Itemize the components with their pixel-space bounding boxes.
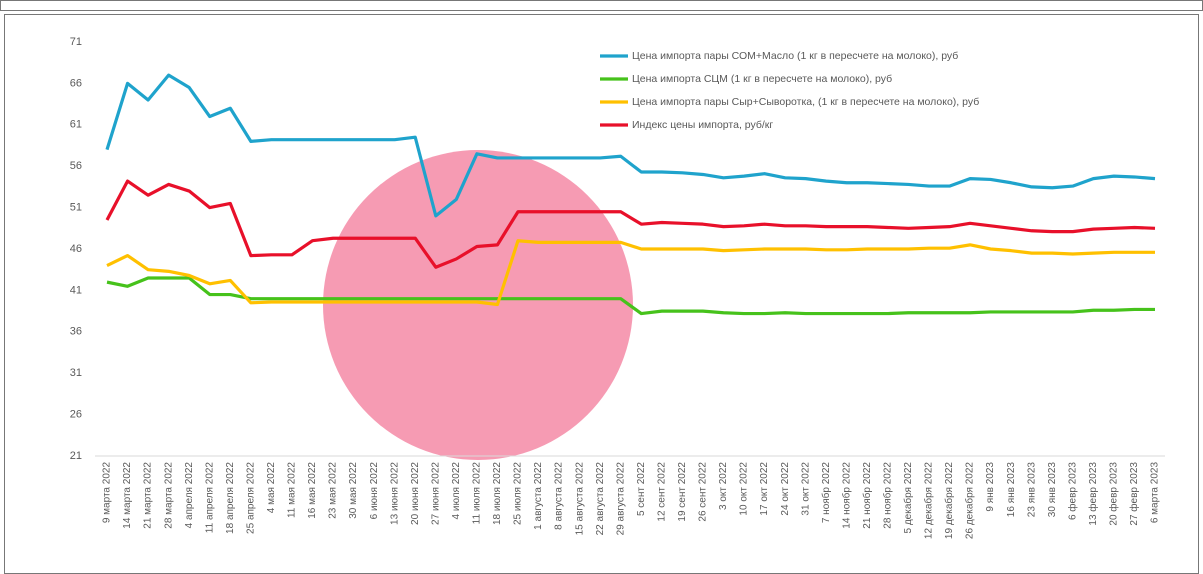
x-tick-label: 9 марта 2022 — [102, 462, 113, 524]
x-tick-label: 21 марта 2022 — [143, 462, 154, 529]
legend-label: Цена импорта СЦМ (1 кг в пересчете на мо… — [632, 73, 892, 85]
x-tick-label: 22 августа 2022 — [595, 462, 606, 536]
x-tick-label: 8 августа 2022 — [554, 462, 565, 530]
x-tick-label: 25 июля 2022 — [513, 462, 524, 525]
y-tick-label: 31 — [70, 367, 82, 379]
x-tick-label: 14 ноябр 2022 — [840, 462, 852, 529]
x-tick-label: 18 апреля 2022 — [225, 462, 236, 534]
x-tick-label: 4 июля 2022 — [451, 462, 462, 520]
x-tick-label: 9 янв 2023 — [985, 462, 996, 512]
y-tick-label: 21 — [70, 450, 82, 462]
x-tick-label: 23 янв 2023 — [1026, 462, 1037, 518]
x-tick-label: 1 августа 2022 — [533, 462, 544, 530]
x-tick-label: 25 апреля 2022 — [245, 462, 256, 534]
x-tick-label: 4 апреля 2022 — [184, 462, 195, 529]
x-tick-label: 30 мая 2022 — [348, 462, 359, 519]
x-tick-label: 11 июля 2022 — [472, 462, 483, 525]
y-tick-label: 41 — [70, 284, 82, 296]
x-tick-label: 6 марта 2023 — [1150, 462, 1161, 524]
x-tick-label: 20 июня 2022 — [410, 462, 421, 525]
x-tick-label: 26 сент 2022 — [698, 462, 709, 522]
x-tick-label: 4 мая 2022 — [266, 462, 277, 514]
x-tick-label: 27 июня 2022 — [430, 462, 441, 525]
x-tick-label: 20 февр 2023 — [1108, 462, 1120, 526]
series-line — [105, 73, 1156, 218]
x-tick-label: 21 ноябр 2022 — [861, 462, 873, 529]
x-tick-label: 18 июля 2022 — [492, 462, 503, 525]
y-tick-label: 51 — [70, 202, 82, 214]
series-line — [105, 179, 1156, 269]
x-tick-label: 23 мая 2022 — [328, 462, 339, 519]
y-tick-label: 61 — [70, 119, 82, 131]
y-tick-label: 56 — [70, 160, 82, 172]
y-tick-label: 71 — [70, 36, 82, 48]
legend-label: Индекс цены импорта, руб/кг — [632, 119, 773, 131]
x-tick-label: 26 декабря 2022 — [964, 462, 976, 540]
x-tick-label: 30 янв 2023 — [1047, 462, 1058, 518]
x-tick-label: 13 февр 2023 — [1087, 462, 1099, 526]
x-tick-label: 5 декабря 2022 — [902, 462, 914, 534]
x-tick-label: 11 апреля 2022 — [204, 462, 215, 534]
x-tick-label: 17 окт 2022 — [759, 462, 770, 516]
x-tick-label: 6 февр 2023 — [1066, 462, 1078, 520]
header-strip — [0, 0, 1203, 11]
x-tick-label: 15 августа 2022 — [574, 462, 585, 536]
x-tick-label: 19 сент 2022 — [677, 462, 688, 522]
x-tick-label: 19 декабря 2022 — [943, 462, 955, 540]
x-tick-label: 16 мая 2022 — [307, 462, 318, 519]
x-tick-label: 28 ноябр 2022 — [882, 462, 894, 529]
legend-label: Цена импорта пары Сыр+Сыворотка, (1 кг в… — [632, 96, 979, 108]
x-tick-label: 28 марта 2022 — [163, 462, 174, 529]
x-tick-label: 24 окт 2022 — [780, 462, 791, 516]
x-tick-label: 16 янв 2023 — [1006, 462, 1017, 518]
watermark — [323, 150, 633, 460]
x-tick-label: 10 окт 2022 — [739, 462, 750, 516]
x-tick-label: 6 июня 2022 — [369, 462, 380, 520]
y-tick-label: 26 — [70, 409, 82, 421]
series-line — [106, 239, 1155, 307]
y-tick-label: 66 — [70, 77, 82, 89]
x-tick-label: 27 февр 2023 — [1128, 462, 1140, 526]
x-tick-label: 31 окт 2022 — [800, 462, 811, 516]
x-tick-label: 13 июня 2022 — [389, 462, 400, 525]
series-line — [106, 276, 1155, 316]
x-tick-label: 7 ноябр 2022 — [820, 462, 832, 524]
x-tick-label: 29 августа 2022 — [615, 462, 626, 536]
x-tick-label: 12 декабря 2022 — [923, 462, 935, 540]
x-tick-label: 5 сент 2022 — [636, 462, 647, 516]
y-tick-label: 36 — [70, 326, 82, 338]
x-tick-label: 14 марта 2022 — [122, 462, 133, 529]
x-tick-label: 3 окт 2022 — [718, 462, 729, 510]
y-tick-label: 46 — [70, 243, 82, 255]
legend-label: Цена импорта пары СОМ+Масло (1 кг в пере… — [632, 50, 958, 62]
x-tick-label: 12 сент 2022 — [656, 462, 667, 522]
x-tick-label: 11 мая 2022 — [287, 462, 298, 518]
